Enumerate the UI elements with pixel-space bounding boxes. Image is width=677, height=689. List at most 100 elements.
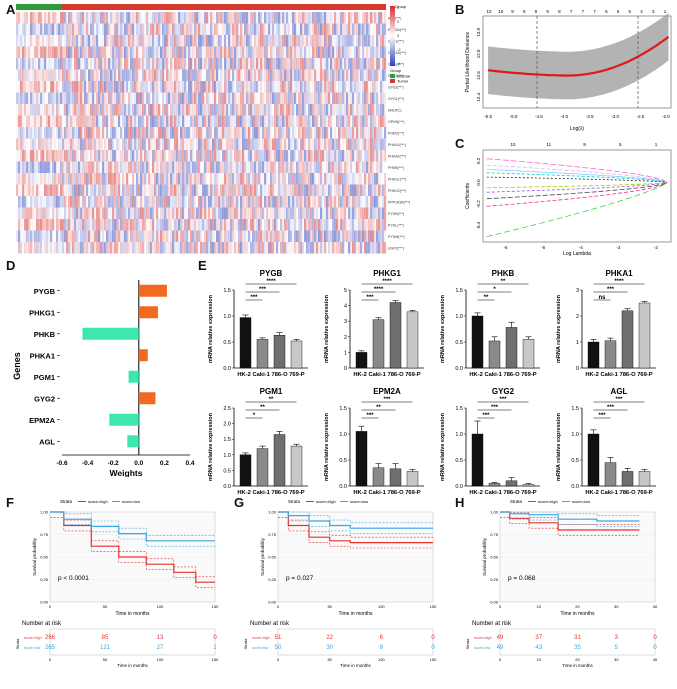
heatmap-cell [248, 104, 251, 116]
heatmap-cell [44, 46, 47, 58]
heatmap-cell [252, 173, 255, 185]
heatmap-cell [160, 219, 163, 231]
heatmap-cell [38, 161, 41, 173]
heatmap-cell [224, 184, 227, 196]
heatmap-cell [156, 58, 159, 70]
heatmap-cell [70, 173, 73, 185]
heatmap-cell [232, 138, 235, 150]
heatmap-cell [72, 12, 75, 24]
heatmap-cell [16, 46, 19, 58]
weight-bar [138, 392, 156, 405]
e-y-tick: 3 [576, 288, 579, 294]
heatmap-cell [198, 127, 201, 139]
heatmap-cell [120, 139, 122, 151]
significance-label: ** [501, 279, 506, 285]
heatmap-cell [340, 69, 343, 81]
heatmap-cell [122, 242, 125, 254]
heatmap-cell [188, 69, 191, 81]
e-y-tick: 0.0 [339, 484, 347, 490]
b-ylabel: Partial Likelihood Deviance [465, 32, 471, 93]
heatmap-cell [186, 161, 189, 173]
heatmap-cell [120, 242, 123, 254]
heatmap-cell [138, 242, 141, 254]
heatmap-cell [272, 115, 275, 127]
heatmap-cell [72, 46, 75, 58]
heatmap-cell [108, 35, 111, 47]
heatmap-cell [254, 127, 257, 139]
heatmap-cell [78, 115, 81, 127]
heatmap-cell [224, 207, 227, 219]
heatmap-cell [276, 219, 279, 231]
heatmap-cell [166, 81, 169, 93]
heatmap-cell [204, 138, 207, 150]
heatmap-cell [284, 115, 287, 127]
heatmap-cell [164, 196, 167, 208]
heatmap-cell [286, 81, 289, 93]
e-subplot-title: GYG2 [492, 387, 515, 396]
heatmap-cell [298, 115, 301, 127]
heatmap-cell [162, 173, 165, 185]
heatmap-cell [342, 173, 345, 185]
heatmap-cell [198, 230, 201, 242]
heatmap-cell [340, 127, 343, 139]
heatmap-cell [320, 35, 323, 47]
heatmap-cell [230, 12, 233, 24]
heatmap-cell [182, 242, 185, 254]
km-x-tick: 50 [103, 604, 108, 609]
heatmap-cell [330, 93, 332, 105]
heatmap-cell [122, 115, 125, 127]
heatmap-cell [268, 23, 271, 35]
heatmap-cell [248, 69, 251, 81]
heatmap-cell [134, 219, 137, 231]
heatmap-cell [162, 58, 165, 70]
heatmap-cell [56, 173, 59, 185]
heatmap-cell [148, 219, 151, 231]
coefficient-path [486, 172, 668, 183]
heatmap-cell [304, 104, 307, 116]
heatmap-cell [268, 207, 271, 219]
heatmap-cell [314, 58, 317, 70]
heatmap-cell [66, 58, 69, 70]
heatmap-cell [146, 35, 149, 47]
heatmap-cell [264, 138, 267, 150]
heatmap-cell [248, 115, 251, 127]
heatmap-cell [78, 35, 81, 47]
heatmap-cell [44, 161, 47, 173]
heatmap-cell [190, 23, 193, 35]
risk-row-low-label: score=low [24, 646, 41, 650]
heatmap-cell [42, 35, 45, 47]
heatmap-cell [284, 46, 287, 58]
heatmap-cell [166, 242, 169, 254]
risk-count-high: 22 [326, 635, 333, 641]
heatmap-cell [376, 115, 379, 127]
heatmap-cell [340, 173, 343, 185]
heatmap-cell [70, 104, 73, 116]
heatmap-cell [92, 35, 95, 47]
heatmap-cell [86, 115, 89, 127]
heatmap-cell [356, 173, 359, 185]
heatmap-cell [36, 161, 39, 173]
heatmap-cell [80, 138, 83, 150]
heatmap-cell [212, 230, 215, 242]
heatmap-cell [166, 207, 169, 219]
heatmap-cell [342, 127, 345, 139]
heatmap-cell [202, 115, 205, 127]
heatmap-cell [258, 150, 261, 162]
heatmap-gene-label: GBE1(***) [388, 39, 404, 43]
heatmap-cell [218, 24, 220, 36]
heatmap-cell [328, 150, 331, 162]
heatmap-cell [76, 150, 79, 162]
heatmap-cell [64, 69, 67, 81]
heatmap-cell [230, 161, 233, 173]
heatmap-cell [106, 138, 109, 150]
heatmap-cell [238, 173, 241, 185]
heatmap-cell [80, 46, 83, 58]
heatmap-cell [104, 58, 107, 70]
heatmap-cell [86, 173, 89, 185]
heatmap-cell [240, 173, 243, 185]
heatmap-cell [244, 69, 247, 81]
heatmap-cell [34, 161, 37, 173]
heatmap-cell [318, 115, 321, 127]
heatmap-cell [158, 12, 161, 24]
heatmap-cell [114, 207, 117, 219]
